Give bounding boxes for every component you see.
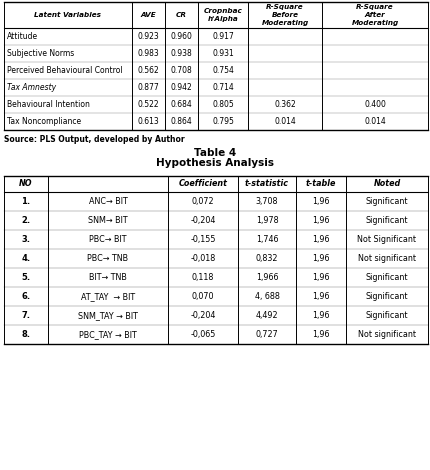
Text: 3,708: 3,708 bbox=[255, 197, 278, 206]
Text: PBC→ TNB: PBC→ TNB bbox=[87, 254, 128, 263]
Text: 1,96: 1,96 bbox=[311, 273, 329, 282]
Text: AT_TAY  → BIT: AT_TAY → BIT bbox=[81, 292, 135, 301]
Text: 1,96: 1,96 bbox=[311, 235, 329, 244]
Text: 2.: 2. bbox=[22, 216, 31, 225]
Text: 1,96: 1,96 bbox=[311, 330, 329, 339]
Text: 0.795: 0.795 bbox=[212, 117, 233, 126]
Text: 0,070: 0,070 bbox=[191, 292, 214, 301]
Text: 1,96: 1,96 bbox=[311, 216, 329, 225]
Text: 1,96: 1,96 bbox=[311, 311, 329, 320]
Text: -0,155: -0,155 bbox=[190, 235, 215, 244]
Text: R-Square
Before
Moderating: R-Square Before Moderating bbox=[261, 4, 308, 25]
Text: 0.014: 0.014 bbox=[363, 117, 385, 126]
Text: Not Significant: Not Significant bbox=[356, 235, 415, 244]
Text: Tax Noncompliance: Tax Noncompliance bbox=[7, 117, 81, 126]
Text: 0.362: 0.362 bbox=[273, 100, 295, 109]
Text: Noted: Noted bbox=[372, 180, 400, 188]
Text: 0.960: 0.960 bbox=[170, 32, 192, 41]
Text: Coefficient: Coefficient bbox=[178, 180, 227, 188]
Text: 5.: 5. bbox=[22, 273, 31, 282]
Text: 0.708: 0.708 bbox=[170, 66, 192, 75]
Text: 6.: 6. bbox=[22, 292, 31, 301]
Text: -0,065: -0,065 bbox=[190, 330, 215, 339]
Text: Attitude: Attitude bbox=[7, 32, 38, 41]
Text: 1.: 1. bbox=[22, 197, 31, 206]
Text: -0,018: -0,018 bbox=[190, 254, 215, 263]
Text: 0.942: 0.942 bbox=[170, 83, 192, 92]
Text: Latent Variables: Latent Variables bbox=[34, 12, 101, 18]
Text: 0,727: 0,727 bbox=[255, 330, 278, 339]
Text: 0.684: 0.684 bbox=[170, 100, 192, 109]
Text: 8.: 8. bbox=[22, 330, 31, 339]
Text: 3.: 3. bbox=[22, 235, 31, 244]
Text: 1,96: 1,96 bbox=[311, 292, 329, 301]
Text: 4, 688: 4, 688 bbox=[254, 292, 279, 301]
Text: Subjective Norms: Subjective Norms bbox=[7, 49, 74, 58]
Text: Significant: Significant bbox=[365, 216, 407, 225]
Text: 0.714: 0.714 bbox=[212, 83, 233, 92]
Text: 0.613: 0.613 bbox=[137, 117, 159, 126]
Text: Not significant: Not significant bbox=[357, 330, 415, 339]
Text: t-table: t-table bbox=[305, 180, 335, 188]
Text: 1,96: 1,96 bbox=[311, 197, 329, 206]
Text: CR: CR bbox=[175, 12, 187, 18]
Text: 0.877: 0.877 bbox=[137, 83, 159, 92]
Text: Not significant: Not significant bbox=[357, 254, 415, 263]
Text: 0,118: 0,118 bbox=[191, 273, 214, 282]
Text: 0.522: 0.522 bbox=[137, 100, 159, 109]
Text: 0,832: 0,832 bbox=[255, 254, 278, 263]
Text: NO: NO bbox=[19, 180, 33, 188]
Text: -0,204: -0,204 bbox=[190, 216, 215, 225]
Text: 1,96: 1,96 bbox=[311, 254, 329, 263]
Text: 0.805: 0.805 bbox=[212, 100, 233, 109]
Text: 0.917: 0.917 bbox=[212, 32, 233, 41]
Text: 0,072: 0,072 bbox=[191, 197, 214, 206]
Text: 7.: 7. bbox=[22, 311, 31, 320]
Text: R-Square
After
Moderating: R-Square After Moderating bbox=[350, 4, 398, 25]
Text: 0.014: 0.014 bbox=[273, 117, 295, 126]
Text: Cropnbac
h'Alpha: Cropnbac h'Alpha bbox=[203, 8, 242, 22]
Text: Significant: Significant bbox=[365, 292, 407, 301]
Text: 0.938: 0.938 bbox=[170, 49, 192, 58]
Text: Perceived Behavioural Control: Perceived Behavioural Control bbox=[7, 66, 123, 75]
Text: 0.400: 0.400 bbox=[363, 100, 385, 109]
Text: PBC_TAY → BIT: PBC_TAY → BIT bbox=[79, 330, 137, 339]
Text: 1,746: 1,746 bbox=[255, 235, 278, 244]
Text: Behavioural Intention: Behavioural Intention bbox=[7, 100, 90, 109]
Text: t-statistic: t-statistic bbox=[244, 180, 289, 188]
Text: BIT→ TNB: BIT→ TNB bbox=[89, 273, 127, 282]
Text: 1,978: 1,978 bbox=[255, 216, 278, 225]
Text: 0.754: 0.754 bbox=[212, 66, 233, 75]
Text: AVE: AVE bbox=[140, 12, 156, 18]
Text: ANC→ BIT: ANC→ BIT bbox=[89, 197, 127, 206]
Text: 0.864: 0.864 bbox=[170, 117, 192, 126]
Text: 0.923: 0.923 bbox=[137, 32, 159, 41]
Text: 0.931: 0.931 bbox=[212, 49, 233, 58]
Text: PBC→ BIT: PBC→ BIT bbox=[89, 235, 126, 244]
Text: Table 4: Table 4 bbox=[194, 148, 236, 158]
Text: 4,492: 4,492 bbox=[255, 311, 278, 320]
Text: SNM→ BIT: SNM→ BIT bbox=[88, 216, 128, 225]
Text: 0.562: 0.562 bbox=[137, 66, 159, 75]
Text: Significant: Significant bbox=[365, 273, 407, 282]
Text: 1,966: 1,966 bbox=[255, 273, 278, 282]
Text: 0.983: 0.983 bbox=[137, 49, 159, 58]
Text: Source: PLS Output, developed by Author: Source: PLS Output, developed by Author bbox=[4, 135, 184, 144]
Text: Significant: Significant bbox=[365, 311, 407, 320]
Text: SNM_TAY → BIT: SNM_TAY → BIT bbox=[78, 311, 138, 320]
Text: Significant: Significant bbox=[365, 197, 407, 206]
Text: -0,204: -0,204 bbox=[190, 311, 215, 320]
Text: 4.: 4. bbox=[22, 254, 31, 263]
Text: Tax Amnesty: Tax Amnesty bbox=[7, 83, 56, 92]
Text: Hypothesis Analysis: Hypothesis Analysis bbox=[156, 158, 274, 168]
